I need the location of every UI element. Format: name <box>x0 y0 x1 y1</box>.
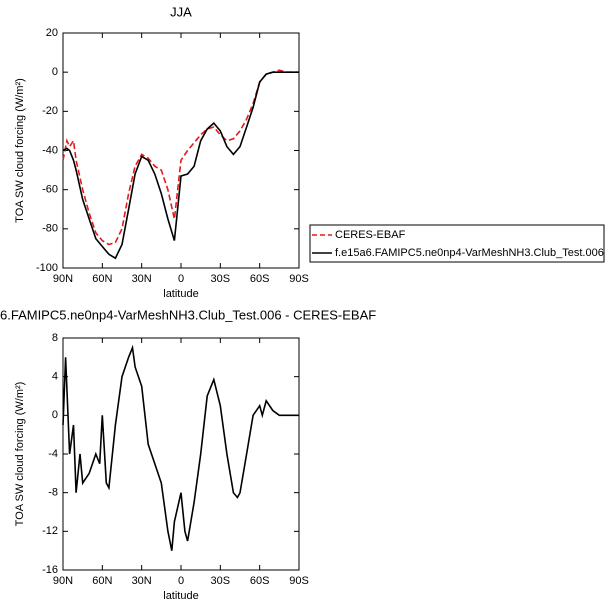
x-tick-label: 60N <box>92 575 112 587</box>
x-tick-label: 90N <box>53 273 73 285</box>
y-tick-label: -16 <box>42 564 58 576</box>
x-tick-label: 30N <box>132 575 152 587</box>
plot-frame <box>62 337 300 571</box>
y-tick-label: -80 <box>42 223 58 235</box>
x-tick-label: 30N <box>132 273 152 285</box>
y-tick-label: -60 <box>42 184 58 196</box>
x-tick-label: 60S <box>250 575 270 587</box>
y-tick-label: 20 <box>46 27 58 39</box>
y-tick-label: -8 <box>48 487 58 499</box>
series-line <box>62 344 299 551</box>
y-tick-label: 8 <box>52 332 58 344</box>
legend-box <box>309 224 605 263</box>
y-tick-label: -4 <box>48 448 58 460</box>
y-tick-label: 0 <box>52 409 58 421</box>
y-tick-label: -12 <box>42 525 58 537</box>
chart-title: JJA <box>170 4 192 19</box>
y-tick-label: 0 <box>52 66 58 78</box>
series-line <box>62 69 299 246</box>
chart-title: 6.FAMIPC5.ne0np4-VarMeshNH3.Club_Test.00… <box>0 307 376 322</box>
x-axis-label: latitude <box>163 288 198 300</box>
x-tick-label: 0 <box>178 575 184 587</box>
x-tick-label: 90S <box>289 575 309 587</box>
x-tick-label: 0 <box>178 273 184 285</box>
x-tick-label: 30S <box>211 575 231 587</box>
y-axis-label: TOA SW cloud forcing (W/m²) <box>14 382 26 527</box>
series-line <box>62 71 299 260</box>
y-axis-label: TOA SW cloud forcing (W/m²) <box>14 78 26 223</box>
plot-frame <box>62 32 300 269</box>
y-tick-label: -100 <box>36 262 58 274</box>
x-tick-label: 60S <box>250 273 270 285</box>
x-tick-label: 90S <box>289 273 309 285</box>
legend-label: CERES-EBAF <box>335 229 406 241</box>
y-tick-label: -40 <box>42 144 58 156</box>
x-tick-label: 30S <box>211 273 231 285</box>
x-tick-label: 60N <box>92 273 112 285</box>
y-tick-label: 4 <box>52 371 58 383</box>
y-tick-label: -20 <box>42 105 58 117</box>
x-axis-label: latitude <box>163 590 198 602</box>
legend-label: f.e15a6.FAMIPC5.ne0np4-VarMeshNH3.Club_T… <box>335 247 604 259</box>
x-tick-label: 90N <box>53 575 73 587</box>
